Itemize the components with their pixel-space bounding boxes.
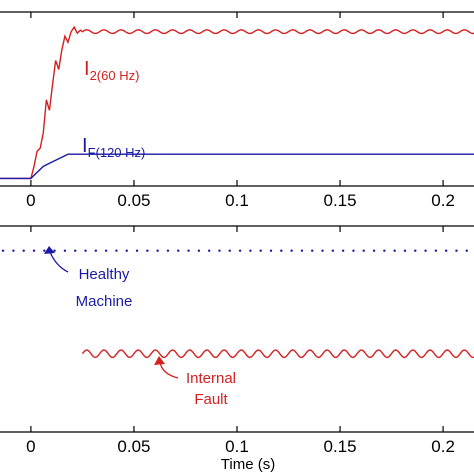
healthy-dot — [465, 249, 468, 252]
healthy-arrowhead — [44, 246, 55, 254]
healthy-dot — [414, 249, 417, 252]
series-label-if: IF(120 Hz) — [82, 135, 145, 160]
healthy-dot — [166, 249, 170, 252]
healthy-dot — [280, 249, 283, 252]
healthy-dot — [218, 249, 221, 252]
healthy-dot — [94, 249, 98, 252]
healthy-dot — [12, 249, 15, 252]
fault-arrowhead — [154, 356, 165, 365]
bottom-panel: 0 0.05 0.1 0.15 0.2 Healthy Machine Internal… — [0, 225, 474, 473]
healthy-dot — [63, 249, 67, 252]
top-tick-label: 0.15 — [323, 191, 356, 210]
healthy-dot — [331, 249, 335, 252]
healthy-dot — [311, 249, 314, 252]
healthy-dot — [434, 249, 438, 252]
healthy-dot — [146, 249, 149, 252]
healthy-dot — [177, 249, 180, 252]
x-axis-title: Time (s) — [221, 456, 275, 473]
healthy-dot — [352, 249, 355, 252]
healthy-dot — [74, 249, 77, 252]
annotation-fault-line2: Fault — [194, 391, 228, 408]
healthy-dot — [53, 249, 56, 252]
healthy-dot — [187, 249, 190, 252]
healthy-dot — [362, 249, 365, 252]
bottom-x-ticks: 0 0.05 0.1 0.15 0.2 — [26, 226, 455, 456]
healthy-dot — [341, 249, 345, 252]
top-tick-label: 0.1 — [225, 191, 249, 210]
series-label-i2: I2(60 Hz) — [84, 58, 139, 83]
bottom-tick-label: 0.1 — [225, 437, 249, 456]
healthy-dot — [84, 249, 87, 252]
healthy-dot — [125, 249, 128, 252]
bottom-tick-label: 0.15 — [323, 437, 356, 456]
healthy-dot — [393, 249, 396, 252]
series-line-0-0 — [0, 25, 474, 180]
healthy-dot — [269, 249, 273, 252]
healthy-dot — [383, 249, 386, 252]
top-tick-label: 0.2 — [431, 191, 455, 210]
bottom-tick-label: 0.05 — [117, 437, 150, 456]
annotation-healthy-line2: Machine — [76, 293, 133, 310]
series-label-i2-main: I — [84, 58, 90, 80]
healthy-dot — [321, 249, 324, 252]
top-panel: 0 0.05 0.1 0.15 0.2 I2(60 Hz) IF(120 Hz) — [0, 11, 474, 210]
healthy-dot — [372, 249, 376, 252]
fault-arrow — [159, 361, 179, 379]
healthy-dot — [32, 249, 36, 252]
healthy-dot — [300, 249, 304, 252]
healthy-dot — [104, 249, 108, 252]
series-line-1-1 — [81, 349, 474, 359]
bottom-series-group — [1, 249, 474, 359]
healthy-dot — [403, 249, 407, 252]
healthy-dot — [1, 249, 5, 252]
healthy-dot — [22, 249, 25, 252]
healthy-dot — [444, 249, 448, 252]
annotation-healthy-line1: Healthy — [79, 266, 130, 283]
healthy-dot — [228, 249, 231, 252]
top-tick-label: 0.05 — [117, 191, 150, 210]
series-label-i2-sub: 2(60 Hz) — [90, 68, 140, 83]
healthy-dot — [424, 249, 427, 252]
healthy-dot — [290, 249, 293, 252]
bottom-tick-label: 0 — [26, 437, 35, 456]
annotation-fault-line1: Internal — [186, 370, 236, 387]
healthy-dot — [43, 249, 46, 252]
series-label-if-main: I — [82, 135, 88, 157]
healthy-dot — [115, 249, 118, 252]
healthy-dot — [259, 249, 262, 252]
top-series-group — [0, 25, 474, 180]
top-tick-label: 0 — [26, 191, 35, 210]
healthy-dot — [197, 249, 201, 252]
healthy-dot — [455, 249, 458, 252]
series-label-if-sub: F(120 Hz) — [88, 145, 146, 160]
bottom-tick-label: 0.2 — [431, 437, 455, 456]
healthy-dot — [249, 249, 252, 252]
healthy-arrow — [49, 251, 69, 273]
healthy-dot — [238, 249, 242, 252]
healthy-dot — [135, 249, 139, 252]
healthy-dot — [156, 249, 159, 252]
healthy-dot — [207, 249, 211, 252]
top-x-ticks: 0 0.05 0.1 0.15 0.2 — [26, 12, 455, 210]
series-line-0-1 — [0, 153, 474, 180]
